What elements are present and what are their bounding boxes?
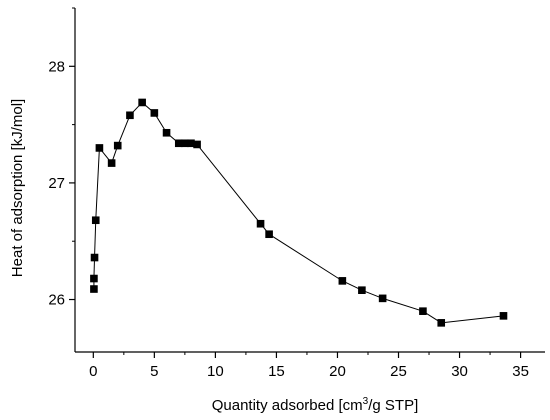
data-point	[181, 139, 189, 148]
data-point	[138, 98, 146, 107]
x-axis-title: Quantity adsorbed [cm3/g STP]	[212, 396, 419, 414]
data-point	[378, 294, 387, 303]
data-point	[187, 139, 195, 148]
x-tick-label: 35	[512, 363, 529, 380]
x-tick-label: 0	[89, 363, 97, 380]
data-point	[419, 307, 427, 315]
data-point	[338, 277, 347, 285]
data-point	[126, 111, 134, 120]
x-tick-label: 20	[329, 363, 346, 380]
data-point	[499, 312, 508, 320]
data-point	[95, 144, 104, 152]
data-point	[358, 286, 366, 294]
data-point	[90, 285, 98, 293]
data-point	[256, 219, 265, 228]
series-line	[93, 101, 504, 324]
x-tick-label: 10	[207, 363, 224, 380]
tick-labels: 0 5 10 15 20 25 30 35 26 27 28	[48, 58, 529, 380]
ticks	[69, 7, 522, 358]
data-point	[90, 274, 98, 283]
y-axis-title: Heat of adsorption [kJ/mol]	[9, 99, 26, 277]
data-point	[90, 253, 99, 262]
data-point	[162, 128, 171, 137]
data-point	[437, 319, 446, 327]
data-point	[174, 139, 183, 148]
y-tick-label: 27	[48, 175, 65, 192]
y-tick-label: 26	[48, 292, 65, 309]
data-point	[265, 230, 273, 239]
data-point	[113, 141, 122, 150]
data-point	[107, 159, 116, 167]
axes	[74, 8, 545, 353]
y-tick-label: 28	[48, 58, 65, 75]
markers	[90, 98, 508, 327]
data-point	[91, 216, 100, 225]
x-tick-label: 5	[150, 363, 158, 380]
data-point	[193, 140, 201, 149]
x-tick-label: 15	[268, 363, 285, 380]
data-point	[150, 109, 159, 117]
x-tick-label: 25	[390, 363, 407, 380]
x-tick-label: 30	[451, 363, 468, 380]
